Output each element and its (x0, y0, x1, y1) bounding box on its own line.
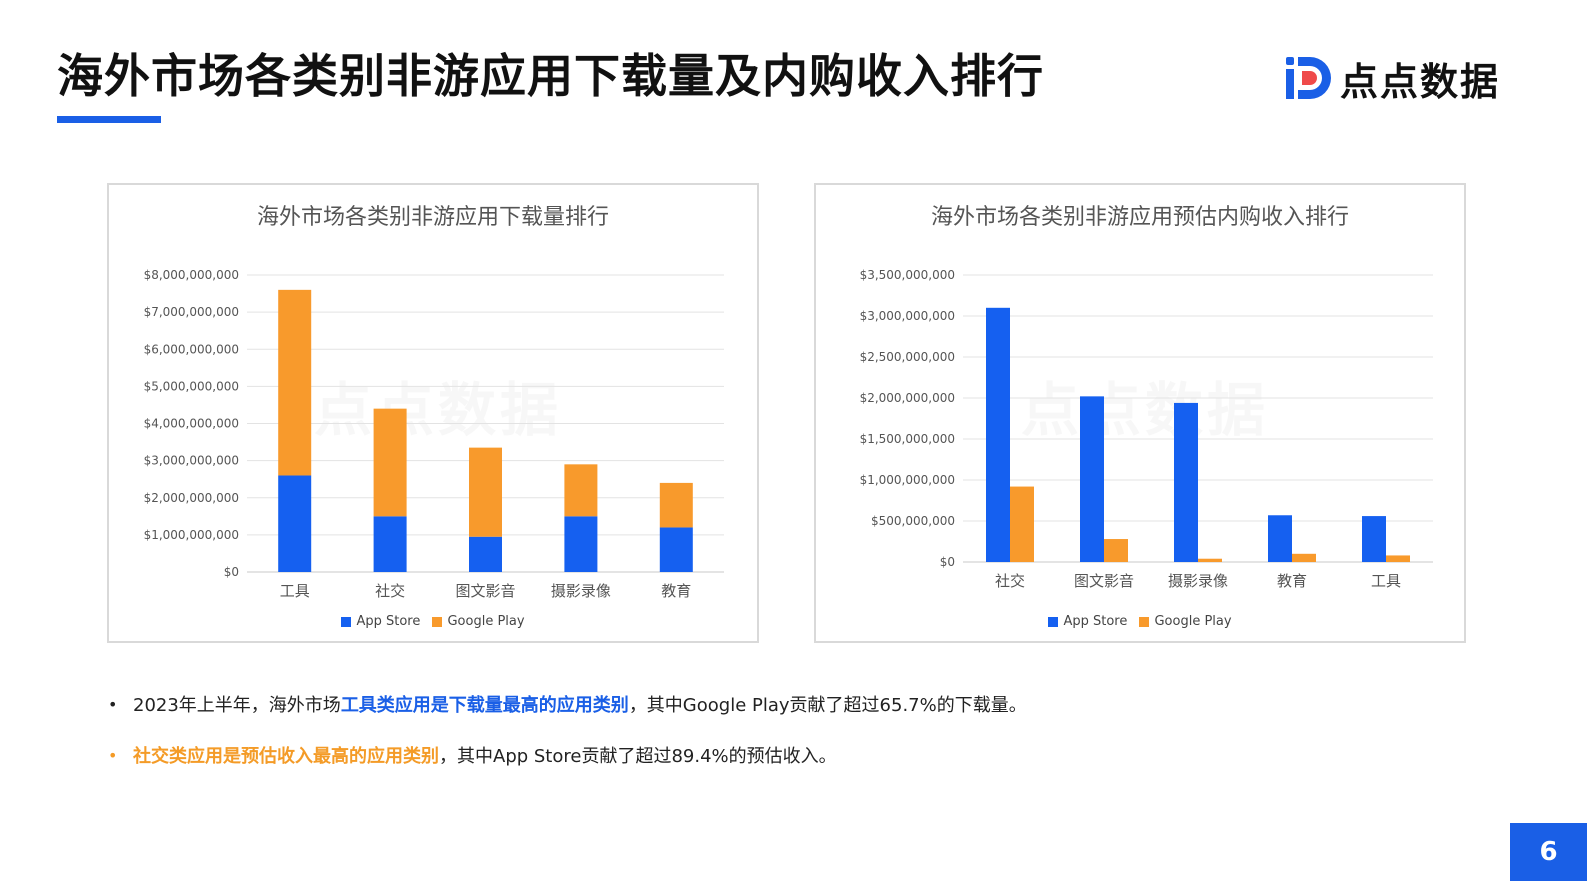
bar-google-play (564, 464, 598, 517)
bullet-text: ，其中App Store贡献了超过89.4%的预估收入。 (439, 746, 837, 767)
y-tick-label: $7,000,000,000 (144, 305, 239, 319)
revenue-chart: $0 $500,000,000 $1,000,000,000 $1,500,000,0… (860, 268, 1433, 590)
logo-icon (1286, 57, 1331, 99)
legend-item-app-store: App Store (1048, 614, 1127, 629)
bullet-text: 2023年上半年，海外市场 (133, 695, 341, 716)
legend-item-app-store: App Store (341, 614, 420, 629)
legend-label-google-play: Google Play (447, 614, 525, 629)
chart-title: 海外市场各类别非游应用下载量排行 (256, 205, 609, 230)
legend-item-google-play: Google Play (1139, 614, 1232, 629)
y-tick-label: $0 (224, 565, 239, 579)
y-tick-label: $3,500,000,000 (860, 268, 955, 282)
bullet-text: ，其中Google Play贡献了超过65.7%的下载量。 (628, 695, 1027, 716)
y-tick-label: $0 (940, 555, 955, 569)
legend-swatch-app-store (341, 616, 352, 627)
bullet-item: • 社交类应用是预估收入最高的应用类别 ，其中App Store贡献了超过89.4… (108, 741, 1408, 769)
bar-google-play (1198, 558, 1222, 562)
watermark: 点点数据 (314, 376, 563, 444)
y-tick-label: $5,000,000,000 (144, 379, 239, 393)
y-tick-label: $2,000,000,000 (144, 491, 239, 505)
bar-app-store (1174, 402, 1198, 562)
bar-app-store (564, 516, 598, 572)
y-tick-label: $2,000,000,000 (860, 391, 955, 405)
logo-text: 点点数据 (1340, 59, 1501, 104)
bar-google-play (373, 408, 407, 517)
x-tick-label: 摄影录像 (1168, 572, 1228, 590)
bar-app-store (373, 516, 407, 572)
x-tick-label: 图文影音 (1074, 572, 1134, 590)
bar-google-play (659, 482, 693, 528)
downloads-chart: $0 $1,000,000,000 $2,000,000,000 $3,000,000… (144, 268, 724, 600)
bar-app-store (469, 536, 502, 572)
y-tick-label: $1,000,000,000 (860, 473, 955, 487)
x-tick-label: 摄影录像 (551, 582, 611, 600)
bar-app-store (659, 527, 693, 572)
legend-swatch-app-store (1048, 616, 1059, 627)
bar-app-store (1268, 515, 1292, 562)
legend-label-google-play: Google Play (1154, 614, 1232, 629)
legend-item-google-play: Google Play (432, 614, 525, 629)
chart-legend: App Store Google Play (816, 614, 1464, 631)
legend-label-app-store: App Store (1063, 614, 1128, 629)
bullet-item: • 2023年上半年，海外市场 工具类应用是下载量最高的应用类别 ，其中Google… (108, 690, 1408, 718)
legend-swatch-google-play (1139, 616, 1150, 627)
y-tick-label: $3,000,000,000 (144, 454, 239, 468)
y-tick-label: $4,000,000,000 (144, 417, 239, 431)
bullet-dot: • (108, 694, 118, 714)
x-tick-label: 工具 (1371, 572, 1401, 590)
bar-google-play (1292, 553, 1316, 562)
y-tick-label: $2,500,000,000 (860, 350, 955, 364)
page-number: 6 (1510, 823, 1587, 881)
bar-google-play (1010, 486, 1034, 562)
x-tick-label: 教育 (661, 582, 691, 600)
x-tick-label: 教育 (1277, 572, 1307, 590)
x-tick-label: 社交 (995, 572, 1025, 590)
chart-legend: App Store Google Play (109, 614, 757, 631)
bar-google-play (1104, 539, 1128, 562)
x-tick-label: 工具 (280, 582, 310, 600)
y-tick-label: $1,000,000,000 (144, 528, 239, 542)
chart-title: 海外市场各类别非游应用预估内购收入排行 (930, 205, 1349, 230)
watermark: 点点数据 (1021, 376, 1270, 444)
bar-app-store (1080, 396, 1104, 562)
y-tick-label: $1,500,000,000 (860, 432, 955, 446)
x-tick-label: 图文影音 (455, 582, 515, 600)
bar-google-play (469, 447, 502, 537)
logo: 点点数据 (1284, 52, 1500, 104)
legend-swatch-google-play (432, 616, 443, 627)
y-tick-label: $8,000,000,000 (144, 268, 239, 282)
summary-bullets: • 2023年上半年，海外市场 工具类应用是下载量最高的应用类别 ，其中Google… (108, 690, 1408, 792)
title-underline (57, 116, 161, 123)
downloads-chart-panel: 点点数据 海外市场各类别非游应用下载量排行 $0 $1,000,000,000 $2… (107, 183, 759, 643)
bullet-highlight: 社交类应用是预估收入最高的应用类别 (133, 746, 439, 767)
bar-app-store (1362, 516, 1386, 562)
page-title: 海外市场各类别非游应用下载量及内购收入排行 (57, 49, 1044, 103)
y-tick-label: $6,000,000,000 (144, 342, 239, 356)
bar-google-play (278, 289, 312, 476)
bullet-dot: • (108, 745, 118, 765)
y-tick-label: $3,000,000,000 (860, 309, 955, 323)
legend-label-app-store: App Store (356, 614, 421, 629)
x-tick-label: 社交 (375, 582, 405, 600)
y-tick-label: $500,000,000 (871, 514, 955, 528)
revenue-chart-panel: 点点数据 海外市场各类别非游应用预估内购收入排行 $0 $500,000,000 $… (814, 183, 1466, 643)
bar-google-play (1386, 555, 1410, 562)
bar-app-store (278, 475, 312, 572)
bar-app-store (986, 307, 1010, 562)
bullet-highlight: 工具类应用是下载量最高的应用类别 (340, 695, 629, 716)
